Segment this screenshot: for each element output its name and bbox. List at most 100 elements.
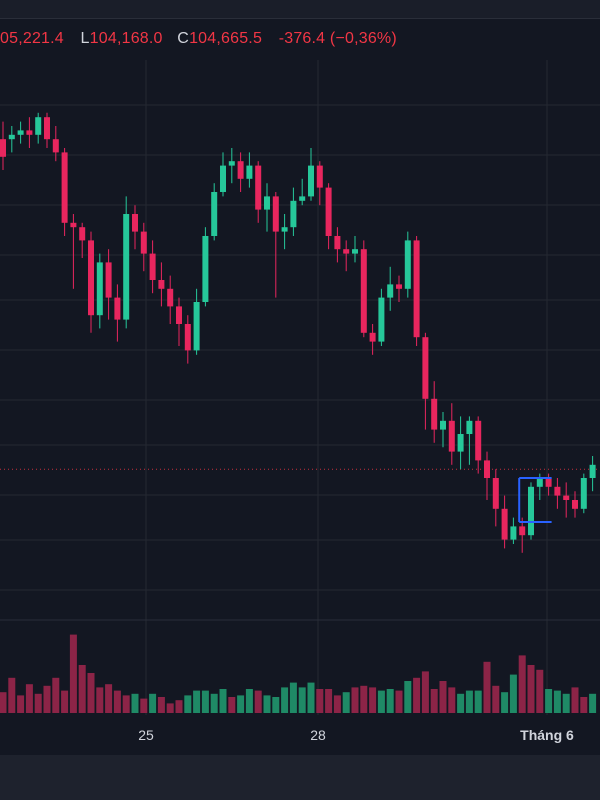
volume-bar xyxy=(465,690,473,713)
candle-body xyxy=(132,214,138,232)
volume-bar xyxy=(113,690,121,713)
volume-bar xyxy=(501,692,509,713)
candle-body xyxy=(378,297,385,342)
candle-body xyxy=(167,288,174,307)
candle-body xyxy=(404,240,411,289)
volume-bars xyxy=(0,634,597,713)
volume-bar xyxy=(228,697,236,713)
volume-bar xyxy=(105,684,113,713)
legend-open-value: 05,221.4 xyxy=(0,30,64,47)
candle-body xyxy=(237,161,244,179)
volume-bar xyxy=(342,692,350,713)
candlestick-chart[interactable]: 25 28 Tháng 6 xyxy=(0,0,600,755)
volume-bar xyxy=(96,687,104,713)
volume-bar xyxy=(527,665,535,713)
volume-bar xyxy=(325,689,333,713)
volume-bar xyxy=(25,684,33,713)
volume-bar xyxy=(421,671,429,713)
candle-body xyxy=(246,165,253,179)
volume-bar xyxy=(369,687,377,713)
candle-body xyxy=(352,249,358,254)
candle-body xyxy=(589,464,596,478)
candle-body xyxy=(26,130,33,135)
candle-body xyxy=(8,134,15,140)
volume-bar xyxy=(193,690,201,713)
legend-change: -376.4 (−0,36%) xyxy=(278,30,397,47)
volume-bar xyxy=(545,689,553,713)
ohlc-legend: 05,221.4 L104,168.0 C104,665.5 -376.4 (−… xyxy=(0,30,397,54)
volume-bar xyxy=(34,693,42,713)
candle-body xyxy=(272,196,279,232)
candle-body xyxy=(17,130,24,135)
volume-bar xyxy=(254,690,262,713)
volume-bar xyxy=(395,690,403,713)
volume-bar xyxy=(219,689,227,713)
candle-body xyxy=(105,262,112,298)
candle-body xyxy=(457,434,464,452)
volume-bar xyxy=(157,697,165,713)
candle-body xyxy=(0,139,6,157)
candle-body xyxy=(475,420,482,461)
candle-body xyxy=(572,500,578,509)
volume-bar xyxy=(571,687,579,713)
candle-body xyxy=(52,139,59,153)
volume-bar xyxy=(8,677,16,713)
candle-body xyxy=(554,486,561,496)
candle-body xyxy=(563,495,570,500)
candle-body xyxy=(413,240,420,338)
volume-bar xyxy=(131,693,139,713)
volume-bar xyxy=(17,695,25,713)
candle-body xyxy=(290,200,297,228)
volume-bar xyxy=(448,687,456,713)
time-axis[interactable]: 25 28 Tháng 6 xyxy=(138,727,574,743)
candle-body xyxy=(123,214,130,320)
candle-body xyxy=(44,117,50,140)
volume-bar xyxy=(149,693,157,713)
candle-body xyxy=(325,187,332,236)
volume-bar xyxy=(457,693,465,713)
candle-body xyxy=(440,420,446,430)
volume-bar xyxy=(78,665,86,713)
volume-bar xyxy=(509,674,517,713)
candle-body xyxy=(466,420,473,434)
candle-body xyxy=(114,297,121,320)
candle-body xyxy=(281,227,288,232)
top-toolbar xyxy=(0,0,600,19)
volume-bar xyxy=(87,673,95,713)
volume-bar xyxy=(386,689,394,713)
volume-bar xyxy=(316,689,324,713)
x-label-25: 25 xyxy=(138,727,154,743)
candle-body xyxy=(140,231,147,254)
legend-low-value: 104,168.0 xyxy=(89,30,163,47)
legend-low-label: L xyxy=(80,30,90,47)
volume-bar xyxy=(351,687,359,713)
candle-body xyxy=(484,460,490,478)
candle-body xyxy=(96,262,103,316)
legend-close-label: C xyxy=(177,30,190,47)
candle-body xyxy=(61,152,68,223)
volume-bar xyxy=(580,697,588,713)
candle-body xyxy=(448,420,455,452)
candle-body xyxy=(510,526,517,540)
volume-bar xyxy=(281,687,289,713)
candle-body xyxy=(220,165,226,192)
bottom-toolbar xyxy=(0,755,600,800)
candle-body xyxy=(387,284,394,298)
candle-body xyxy=(528,486,534,536)
candle-body xyxy=(149,253,156,280)
candle-body xyxy=(519,526,526,536)
candle-body xyxy=(545,478,552,487)
candle-body xyxy=(580,478,587,509)
volume-bar xyxy=(492,685,500,713)
candle-body xyxy=(422,337,429,399)
volume-bar xyxy=(413,677,421,713)
candle-body xyxy=(255,165,262,210)
candle-body xyxy=(193,302,200,351)
candle-body xyxy=(228,161,235,166)
volume-bar xyxy=(518,655,526,713)
volume-bar xyxy=(307,682,315,713)
volume-bar xyxy=(122,695,130,713)
volume-bar xyxy=(61,690,69,713)
volume-bar xyxy=(0,692,7,713)
x-label-28: 28 xyxy=(310,727,326,743)
